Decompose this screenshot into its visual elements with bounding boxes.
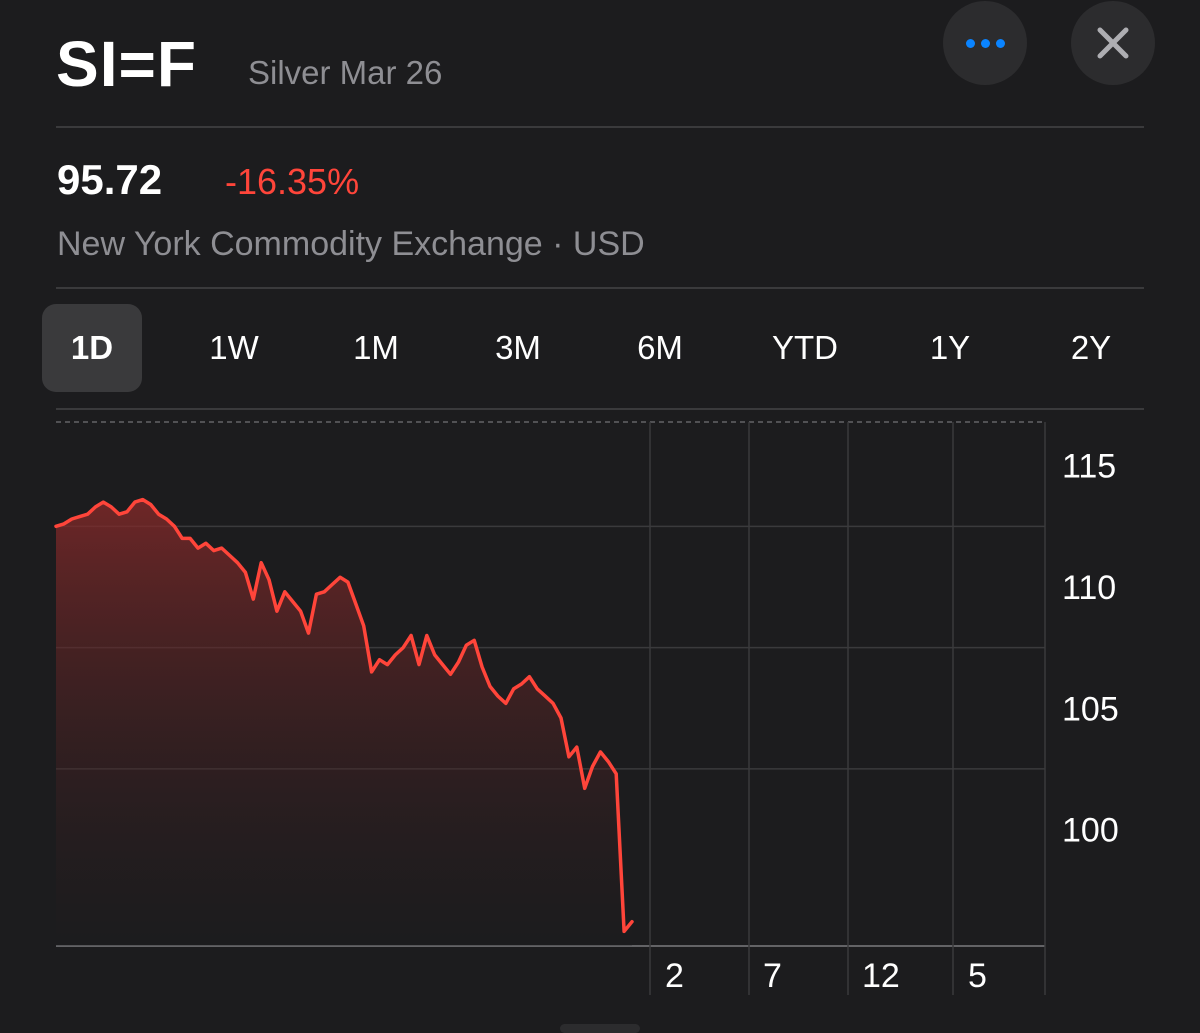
x-tick-label: 12 bbox=[862, 957, 900, 995]
x-tick-label: 7 bbox=[763, 957, 782, 995]
more-button[interactable] bbox=[943, 1, 1027, 85]
header-divider bbox=[56, 126, 1144, 128]
range-tab-6m[interactable]: 6M bbox=[637, 329, 683, 366]
range-tab-1w[interactable]: 1W bbox=[209, 329, 259, 366]
range-selector: 1D 1W 1M 3M 6M YTD 1Y 2Y bbox=[42, 304, 1144, 392]
y-tick-label: 100 bbox=[1062, 812, 1119, 850]
price-chart[interactable]: 115 110 105 100 2 7 12 5 bbox=[0, 400, 1200, 1000]
range-tab-1y[interactable]: 1Y bbox=[929, 329, 971, 366]
y-tick-label: 115 bbox=[1062, 448, 1116, 486]
chart-top-divider bbox=[56, 408, 1144, 410]
ellipsis-icon bbox=[965, 38, 1005, 48]
x-tick-label: 2 bbox=[665, 957, 684, 995]
y-tick-label: 105 bbox=[1062, 690, 1119, 728]
close-button[interactable] bbox=[1071, 1, 1155, 85]
ticker-symbol: SI=F bbox=[56, 28, 197, 100]
x-tick-label: 5 bbox=[968, 957, 987, 995]
range-tab-ytd[interactable]: YTD bbox=[772, 329, 838, 366]
price-line bbox=[54, 497, 634, 934]
range-tab-3m[interactable]: 3M bbox=[495, 329, 541, 366]
quote-divider bbox=[56, 287, 1144, 289]
percent-change: -16.35% bbox=[225, 161, 360, 202]
instrument-name: Silver Mar 26 bbox=[248, 54, 443, 91]
price-area-fill bbox=[56, 499, 632, 946]
sheet-grabber[interactable] bbox=[560, 1024, 640, 1033]
close-x-icon bbox=[1097, 27, 1129, 59]
range-tab-1m[interactable]: 1M bbox=[353, 329, 399, 366]
range-tab-1d[interactable]: 1D bbox=[42, 304, 142, 392]
exchange-currency: New York Commodity Exchange · USD bbox=[57, 225, 645, 263]
range-tab-2y[interactable]: 2Y bbox=[1070, 329, 1112, 366]
current-price: 95.72 bbox=[57, 156, 163, 203]
y-tick-label: 110 bbox=[1062, 569, 1116, 607]
